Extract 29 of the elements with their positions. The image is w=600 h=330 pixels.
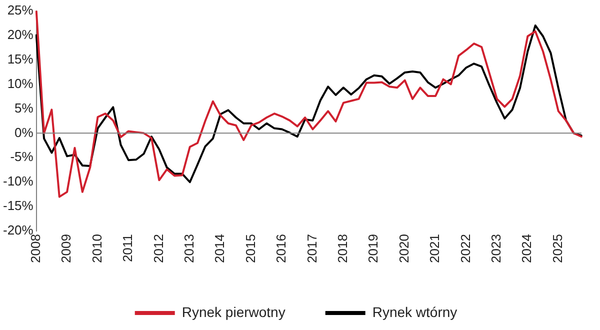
x-tick-label: 2019 [366,234,381,263]
x-tick-label: 2008 [28,234,43,263]
y-tick-label: 15% [7,51,34,66]
x-tick-label: 2014 [212,234,228,263]
y-tick-label: -5% [10,149,34,164]
x-tick-label: 2018 [335,234,350,263]
x-tick-label: 2021 [427,234,442,263]
x-tick-label: 2011 [120,234,136,262]
y-tick-label: 10% [7,76,34,91]
legend-label: Rynek pierwotny [182,304,286,320]
y-tick-label: 0% [14,124,34,140]
x-tick-label: 2015 [242,234,258,263]
x-tick-label: 2012 [150,234,166,263]
legend-label: Rynek wtórny [372,304,458,320]
x-tick-label: 2020 [396,234,412,263]
y-tick-label: 5% [14,100,34,116]
y-tick-label: -15% [2,198,34,214]
y-tick-label: 20% [7,26,34,42]
x-tick-label: 2009 [58,234,74,263]
x-tick-label: 2013 [181,234,196,263]
x-tick-label: 2025 [550,234,565,263]
x-tick-label: 2022 [458,234,473,263]
x-tick-label: 2010 [89,234,104,263]
y-tick-label: 25% [7,2,34,18]
x-tick-label: 2023 [488,234,504,263]
x-tick-label: 2024 [519,234,534,263]
x-tick-label: 2017 [304,234,320,263]
y-tick-label: -10% [2,174,34,189]
x-tick-label: 2016 [274,234,289,263]
